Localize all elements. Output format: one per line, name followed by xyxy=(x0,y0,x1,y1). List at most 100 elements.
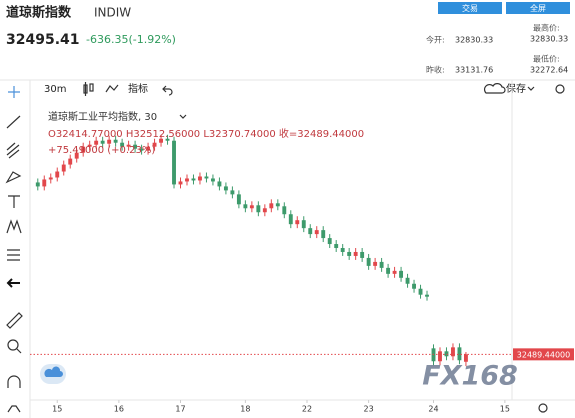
save[interactable]: 保存 xyxy=(506,82,526,95)
candle-body xyxy=(35,182,40,187)
candle-body xyxy=(438,351,442,362)
axis-settings[interactable] xyxy=(538,403,548,413)
fullscreen-button-label[interactable]: 全屏 xyxy=(530,3,546,13)
candle-body xyxy=(146,146,151,151)
candle-body xyxy=(165,138,170,141)
candle-body xyxy=(48,177,53,180)
candle-body xyxy=(217,181,222,187)
candle-body xyxy=(191,178,196,181)
stat-label: 昨收: xyxy=(426,65,445,75)
x-tick-label: 23 xyxy=(364,405,374,414)
candle-body xyxy=(55,171,60,178)
ohlc-legend: O32414.77000 H32512.56000 L32370.74000 收… xyxy=(48,127,364,140)
series-dropdown[interactable] xyxy=(179,114,187,119)
candle-body xyxy=(68,158,73,165)
cloud-icon[interactable] xyxy=(483,83,506,94)
candle-body xyxy=(347,251,352,256)
indicators[interactable]: 指标 xyxy=(128,82,148,95)
candle-body xyxy=(107,139,112,144)
candle-body xyxy=(334,244,339,249)
candle-body xyxy=(249,205,254,209)
candle-body xyxy=(451,347,455,357)
stat-value: 32272.64 xyxy=(530,66,568,75)
candle-body xyxy=(321,230,326,239)
undo-icon[interactable] xyxy=(162,85,173,96)
candle-body xyxy=(425,294,429,297)
candle-body xyxy=(379,261,384,268)
candle-body xyxy=(327,238,332,245)
drawing-tools[interactable] xyxy=(5,86,23,413)
stat-value: 32830.33 xyxy=(455,36,493,45)
plot xyxy=(30,134,512,367)
candle-body xyxy=(301,220,306,229)
save-dropdown[interactable] xyxy=(527,86,535,91)
candle-body xyxy=(81,146,86,153)
x-tick-label: 22 xyxy=(302,405,312,414)
candle-body xyxy=(392,270,397,274)
series-title: 道琼斯工业平均指数, 30 xyxy=(48,110,157,123)
candle-body xyxy=(308,228,313,235)
candle-body xyxy=(152,142,157,147)
x-tick-label: 24 xyxy=(428,405,438,414)
candle-body xyxy=(185,178,189,182)
candle-body xyxy=(120,142,125,147)
symbol: INDIW xyxy=(94,6,131,20)
change-legend: +75.49000 (+0.23%) xyxy=(48,145,155,156)
candle-body xyxy=(126,144,131,147)
candle-body xyxy=(94,140,99,145)
candle-body xyxy=(340,248,345,252)
stat-label: 最高价: xyxy=(533,23,560,33)
candle-body xyxy=(236,194,241,205)
candle-body xyxy=(275,203,280,207)
stat-label: 今开: xyxy=(426,35,445,45)
stat-label: 最低价: xyxy=(533,54,560,64)
price: 32495.41 xyxy=(6,32,80,48)
settings-icon[interactable] xyxy=(555,84,565,94)
candle-body xyxy=(353,251,358,256)
candle-body xyxy=(74,152,79,159)
candle-body xyxy=(366,257,371,266)
candle-body xyxy=(262,208,267,213)
candle-body xyxy=(314,230,319,235)
candle-body xyxy=(223,186,228,191)
indicator-icon[interactable] xyxy=(105,84,119,93)
candle-body xyxy=(61,164,66,172)
interval[interactable]: 30m xyxy=(44,84,66,95)
candle-body xyxy=(139,148,144,151)
candle-body xyxy=(418,288,423,295)
candle-body xyxy=(198,176,202,181)
candle-body xyxy=(243,204,248,209)
candle-body xyxy=(113,139,118,143)
title: 道琼斯指数 xyxy=(6,5,72,21)
candle-body xyxy=(159,138,163,143)
stat-value: 33131.76 xyxy=(455,66,493,75)
candle-body xyxy=(87,144,92,147)
candle-body xyxy=(172,140,176,185)
candle-body xyxy=(100,140,105,144)
candle-body xyxy=(386,267,391,274)
trade-button[interactable] xyxy=(438,2,502,14)
x-tick-label: 15 xyxy=(500,405,510,414)
candle-body xyxy=(444,351,449,357)
trade-button-label[interactable]: 交易 xyxy=(462,3,478,13)
candle-body xyxy=(457,347,462,361)
candle-body xyxy=(42,179,47,187)
candle-body xyxy=(204,176,209,179)
x-tick-label: 15 xyxy=(52,405,62,414)
candle-body xyxy=(256,205,261,213)
candle-body xyxy=(282,206,287,215)
stat-value: 32830.33 xyxy=(530,35,568,44)
candle-body xyxy=(269,203,274,209)
candle-body xyxy=(463,354,468,362)
candle-body xyxy=(295,220,300,225)
change: -636.35(-1.92%) xyxy=(86,33,176,46)
fullscreen-button[interactable] xyxy=(506,2,570,14)
candle-icon[interactable] xyxy=(83,82,94,96)
candle-body xyxy=(399,270,404,278)
candle-body xyxy=(230,190,235,195)
cloud-badge-icon[interactable] xyxy=(44,366,63,377)
x-tick-label: 16 xyxy=(114,405,124,414)
candle-body xyxy=(133,144,138,149)
